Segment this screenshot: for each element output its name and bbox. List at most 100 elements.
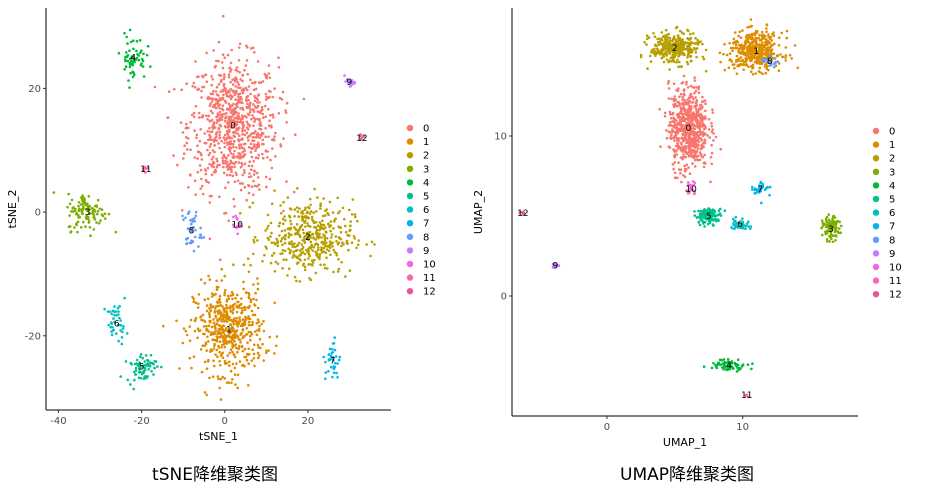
tsne-point-cluster-5 <box>139 353 143 356</box>
tsne-point-cluster-0 <box>189 173 192 176</box>
tsne-point-cluster-1 <box>247 383 250 387</box>
tsne-point-cluster-3 <box>80 226 83 229</box>
umap-point-cluster-10 <box>686 191 690 195</box>
tsne-point-cluster-2 <box>310 259 314 262</box>
umap-point-cluster-12 <box>521 213 524 216</box>
umap-point-cluster-1 <box>754 48 757 52</box>
tsne-point-cluster-1 <box>218 301 222 304</box>
tsne-point-cluster-0 <box>205 80 209 83</box>
tsne-point-cluster-2 <box>341 206 345 210</box>
tsne-point-cluster-2 <box>314 238 318 241</box>
tsne-point-cluster-2 <box>298 280 302 283</box>
tsne-point-cluster-1 <box>221 328 224 332</box>
tsne-point-cluster-1 <box>252 357 256 360</box>
tsne-point-cluster-0 <box>264 92 268 96</box>
umap-point-cluster-1 <box>750 37 753 40</box>
tsne-point-cluster-0 <box>227 147 231 151</box>
tsne-point-cluster-1 <box>189 318 193 322</box>
umap-point-cluster-1 <box>739 56 743 59</box>
umap-point-cluster-0 <box>685 138 689 142</box>
tsne-point-cluster-1 <box>217 298 221 302</box>
tsne-point-cluster-0 <box>189 148 192 152</box>
umap-point-cluster-1 <box>757 56 760 59</box>
umap-point-cluster-0 <box>701 125 704 128</box>
tsne-point-cluster-0 <box>234 116 238 120</box>
umap-legend-label-0: 0 <box>889 127 895 138</box>
tsne-point-cluster-1 <box>256 343 260 347</box>
tsne-point-cluster-2 <box>313 225 316 229</box>
tsne-point-cluster-0 <box>264 126 267 130</box>
tsne-point-cluster-5 <box>133 362 137 366</box>
tsne-point-cluster-1 <box>229 369 233 373</box>
tsne-point-cluster-0 <box>241 132 244 136</box>
umap-point-cluster-2 <box>678 44 681 48</box>
umap-cluster-label-9: 9 <box>553 262 559 272</box>
tsne-point-cluster-0 <box>191 84 194 88</box>
umap-point-cluster-1 <box>772 52 776 55</box>
tsne-point-cluster-2 <box>352 235 356 238</box>
tsne-point-cluster-0 <box>242 155 245 158</box>
umap-point-cluster-2 <box>646 67 649 70</box>
tsne-point-cluster-0 <box>248 160 251 163</box>
umap-point-cluster-0 <box>686 108 689 112</box>
tsne-point-cluster-0 <box>227 73 231 76</box>
tsne-point-cluster-1 <box>231 326 235 330</box>
tsne-point-cluster-2 <box>285 258 288 262</box>
tsne-point-cluster-3 <box>82 196 86 200</box>
tsne-point-cluster-1 <box>203 298 207 302</box>
tsne-point-cluster-4 <box>126 42 129 45</box>
umap-point-cluster-0 <box>693 86 696 89</box>
tsne-point-cluster-6 <box>113 314 116 317</box>
umap-point-cluster-0 <box>702 128 706 131</box>
umap-point-cluster-1 <box>750 65 753 68</box>
umap-point-cluster-2 <box>664 28 668 32</box>
umap-point-cluster-0 <box>695 86 698 89</box>
umap-point-cluster-1 <box>756 58 760 62</box>
tsne-point-cluster-1 <box>253 330 257 333</box>
umap-point-cluster-0 <box>696 122 699 125</box>
tsne-point-cluster-3 <box>89 234 92 237</box>
umap-point-cluster-6 <box>749 227 752 230</box>
tsne-point-cluster-12 <box>362 135 365 138</box>
umap-point-cluster-0 <box>710 125 714 128</box>
tsne-point-cluster-0 <box>211 125 214 129</box>
umap-point-cluster-7 <box>763 188 767 192</box>
tsne-point-cluster-1 <box>225 300 229 303</box>
tsne-point-cluster-1 <box>228 364 231 367</box>
tsne-point-cluster-3 <box>71 210 75 213</box>
umap-point-cluster-5 <box>704 216 707 219</box>
tsne-point-cluster-1 <box>217 377 220 381</box>
tsne-point-cluster-0 <box>228 122 231 125</box>
tsne-point-cluster-2 <box>253 235 257 239</box>
tsne-point-cluster-6 <box>122 325 125 328</box>
tsne-point-cluster-0 <box>255 171 259 175</box>
tsne-point-cluster-0 <box>208 138 212 141</box>
tsne-point-cluster-5 <box>146 364 150 368</box>
umap-point-cluster-1 <box>752 32 756 35</box>
tsne-point-cluster-2 <box>338 237 341 240</box>
umap-point-cluster-4 <box>738 367 741 370</box>
tsne-point-cluster-0 <box>280 98 284 101</box>
tsne-point-cluster-0 <box>241 173 244 177</box>
tsne-point-cluster-2 <box>290 243 293 246</box>
tsne-point-cluster-5 <box>134 373 138 376</box>
tsne-point-cluster-0 <box>268 76 272 80</box>
tsne-point-cluster-2 <box>350 241 354 244</box>
tsne-point-cluster-6 <box>113 305 116 308</box>
umap-cluster-label-11: 11 <box>741 391 752 401</box>
umap-point-cluster-9 <box>554 262 558 265</box>
tsne-point-cluster-0 <box>218 133 221 137</box>
tsne-point-cluster-1 <box>226 294 230 298</box>
tsne-point-cluster-1 <box>265 351 268 355</box>
tsne-point-cluster-2 <box>303 221 306 224</box>
tsne-point-cluster-0 <box>253 51 256 54</box>
tsne-point-cluster-0 <box>228 135 231 139</box>
tsne-point-cluster-10 <box>235 216 239 220</box>
tsne-point-cluster-1 <box>220 346 223 349</box>
tsne-point-cluster-2 <box>308 197 312 201</box>
tsne-point-cluster-2 <box>318 255 321 258</box>
umap-point-cluster-2 <box>702 57 706 61</box>
umap-point-cluster-5 <box>708 207 711 211</box>
umap-point-cluster-2 <box>672 35 676 38</box>
tsne-point-cluster-3 <box>77 213 80 217</box>
